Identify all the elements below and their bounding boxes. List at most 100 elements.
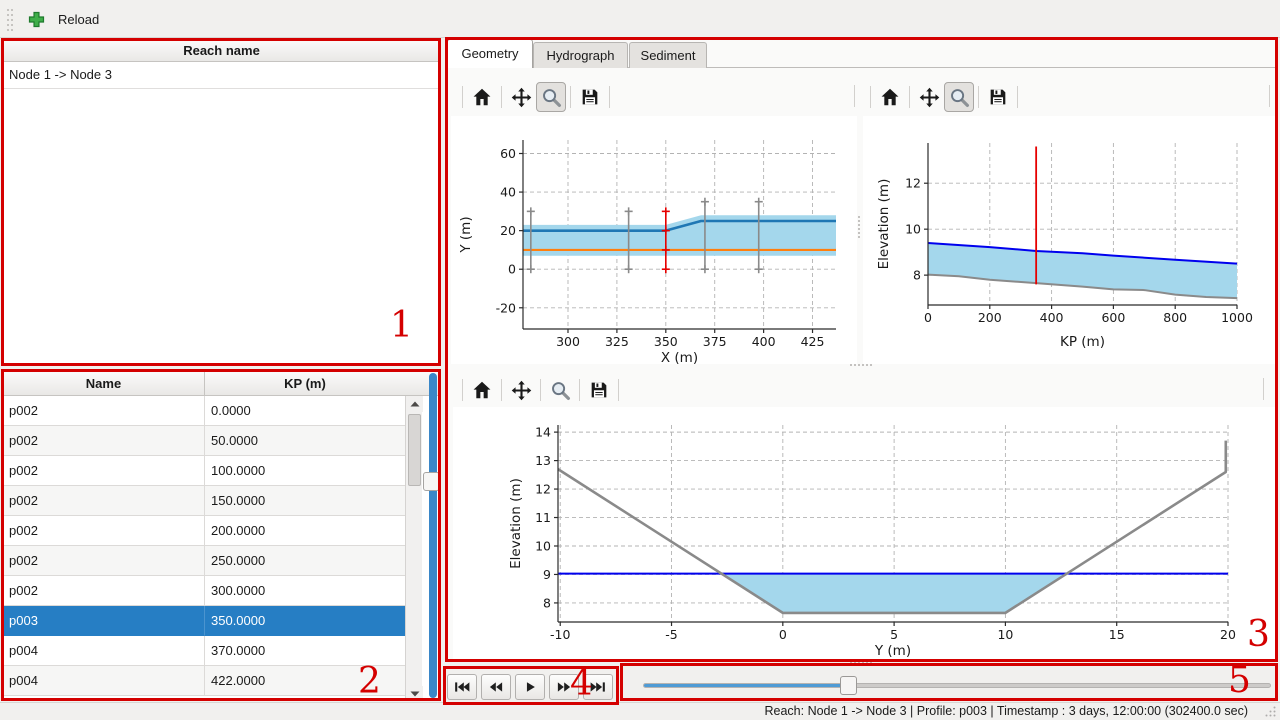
magnifier-icon (948, 86, 971, 109)
long-profile-plot[interactable]: 0 200 400 600 800 1000 8 10 12 KP (m) Elevation (m… (863, 116, 1277, 364)
vertical-splitter-handle[interactable] (857, 215, 862, 239)
table-row[interactable]: p004 422.0000 (3, 666, 405, 696)
toolbar-separator (570, 86, 571, 108)
home-button[interactable] (467, 82, 497, 112)
svg-text:12: 12 (535, 482, 551, 497)
svg-text:800: 800 (1163, 310, 1187, 325)
plan-view-plot[interactable]: 300 325 350 375 400 425 -20 0 20 40 60 X (m) Y (m) (451, 116, 857, 364)
resize-grip-icon[interactable] (1264, 705, 1277, 718)
horizontal-splitter-handle[interactable] (849, 661, 875, 666)
column-header-kp[interactable]: KP (m) (284, 376, 326, 391)
reach-list-header[interactable]: Reach name (3, 40, 440, 62)
svg-text:11: 11 (535, 510, 551, 525)
toolbar-separator (579, 379, 580, 401)
table-row[interactable]: p002 200.0000 (3, 516, 405, 546)
reload-button-label: Reload (58, 11, 100, 27)
scroll-up-button[interactable] (406, 396, 423, 412)
zoom-button[interactable] (536, 82, 566, 112)
svg-text:200: 200 (978, 310, 1002, 325)
svg-text:X (m): X (m) (661, 350, 698, 364)
tab-hydrograph[interactable]: Hydrograph (533, 42, 628, 68)
reach-list-item[interactable]: Node 1 -> Node 3 (3, 62, 440, 89)
table-row[interactable]: p002 50.0000 (3, 426, 405, 456)
scrollbar-thumb[interactable] (408, 414, 421, 486)
toolbar-separator (501, 86, 502, 108)
table-row[interactable]: p003 350.0000 (3, 606, 405, 636)
toolbar-separator (462, 379, 463, 401)
pan-arrows-icon (510, 86, 533, 109)
magnifier-icon (540, 86, 563, 109)
svg-text:60: 60 (500, 146, 516, 161)
home-icon (879, 86, 901, 108)
home-button[interactable] (875, 82, 905, 112)
svg-text:Elevation (m): Elevation (m) (508, 478, 524, 569)
save-button[interactable] (575, 82, 605, 112)
home-button[interactable] (467, 375, 497, 405)
svg-text:350: 350 (654, 334, 678, 349)
status-text: Reach: Node 1 -> Node 3 | Profile: p003 … (764, 704, 1248, 718)
fast-forward-icon (555, 681, 573, 693)
svg-text:325: 325 (605, 334, 629, 349)
toolbar-separator (462, 86, 463, 108)
table-row[interactable]: p002 150.0000 (3, 486, 405, 516)
reload-button[interactable]: Reload (20, 4, 107, 34)
table-row[interactable]: p002 0.0000 (3, 396, 405, 426)
skip-to-end-button[interactable] (583, 674, 613, 700)
toolbar-drag-handle-icon[interactable] (6, 8, 14, 32)
svg-text:400: 400 (1040, 310, 1064, 325)
step-forward-button[interactable] (549, 674, 579, 700)
cross-section-plot-toolbar (458, 373, 623, 407)
pan-button[interactable] (506, 82, 536, 112)
annotation-box-5 (620, 663, 1278, 701)
zoom-button[interactable] (944, 82, 974, 112)
svg-text:Y (m): Y (m) (458, 216, 474, 253)
svg-text:-5: -5 (665, 627, 677, 642)
skip-to-start-button[interactable] (447, 674, 477, 700)
save-button[interactable] (584, 375, 614, 405)
long-profile-plot-toolbar (866, 80, 1022, 114)
tab-geometry[interactable]: Geometry (447, 39, 533, 68)
horizontal-splitter-handle[interactable] (849, 363, 875, 368)
home-icon (471, 86, 493, 108)
svg-text:-20: -20 (496, 300, 516, 315)
step-backward-button[interactable] (481, 674, 511, 700)
timeline-slider[interactable] (643, 683, 1271, 688)
status-bar: Reach: Node 1 -> Node 3 | Profile: p003 … (0, 702, 1280, 720)
svg-text:40: 40 (500, 185, 516, 200)
svg-text:-10: -10 (550, 627, 570, 642)
zoom-button[interactable] (545, 375, 575, 405)
column-header-name[interactable]: Name (3, 372, 205, 395)
panel-overlay-scrollbar[interactable] (429, 373, 437, 698)
tab-sediment[interactable]: Sediment (629, 42, 707, 68)
pan-button[interactable] (914, 82, 944, 112)
svg-text:10: 10 (905, 222, 921, 237)
svg-text:Elevation (m): Elevation (m) (876, 179, 892, 270)
svg-text:0: 0 (508, 262, 516, 277)
svg-text:15: 15 (1109, 627, 1125, 642)
tab-geometry-label: Geometry (461, 46, 519, 61)
svg-text:20: 20 (500, 223, 516, 238)
timeline-slider-handle[interactable] (839, 676, 857, 695)
table-row[interactable]: p002 100.0000 (3, 456, 405, 486)
pan-arrows-icon (510, 379, 533, 402)
scroll-down-button[interactable] (406, 686, 423, 700)
svg-text:0: 0 (924, 310, 932, 325)
pan-button[interactable] (506, 375, 536, 405)
table-row[interactable]: p002 250.0000 (3, 546, 405, 576)
svg-text:425: 425 (801, 334, 825, 349)
toolbar-separator (540, 379, 541, 401)
table-row[interactable]: p002 300.0000 (3, 576, 405, 606)
toolbar-separator (854, 85, 855, 107)
svg-text:1000: 1000 (1221, 310, 1253, 325)
toolbar-separator (978, 86, 979, 108)
save-button[interactable] (983, 82, 1013, 112)
toolbar-separator (1269, 85, 1270, 107)
tab-hydrograph-label: Hydrograph (546, 48, 615, 63)
table-row[interactable]: p004 370.0000 (3, 636, 405, 666)
top-toolbar: Reload (0, 0, 1280, 38)
cross-section-plot[interactable]: -10 -5 0 5 10 15 20 8 9 10 11 12 13 14 Y (m) Elevation … (453, 407, 1277, 660)
panel-overlay-scrollbar-handle[interactable] (423, 472, 440, 491)
table-scrollbar[interactable] (405, 396, 423, 700)
play-button[interactable] (515, 674, 545, 700)
svg-text:8: 8 (543, 595, 551, 610)
